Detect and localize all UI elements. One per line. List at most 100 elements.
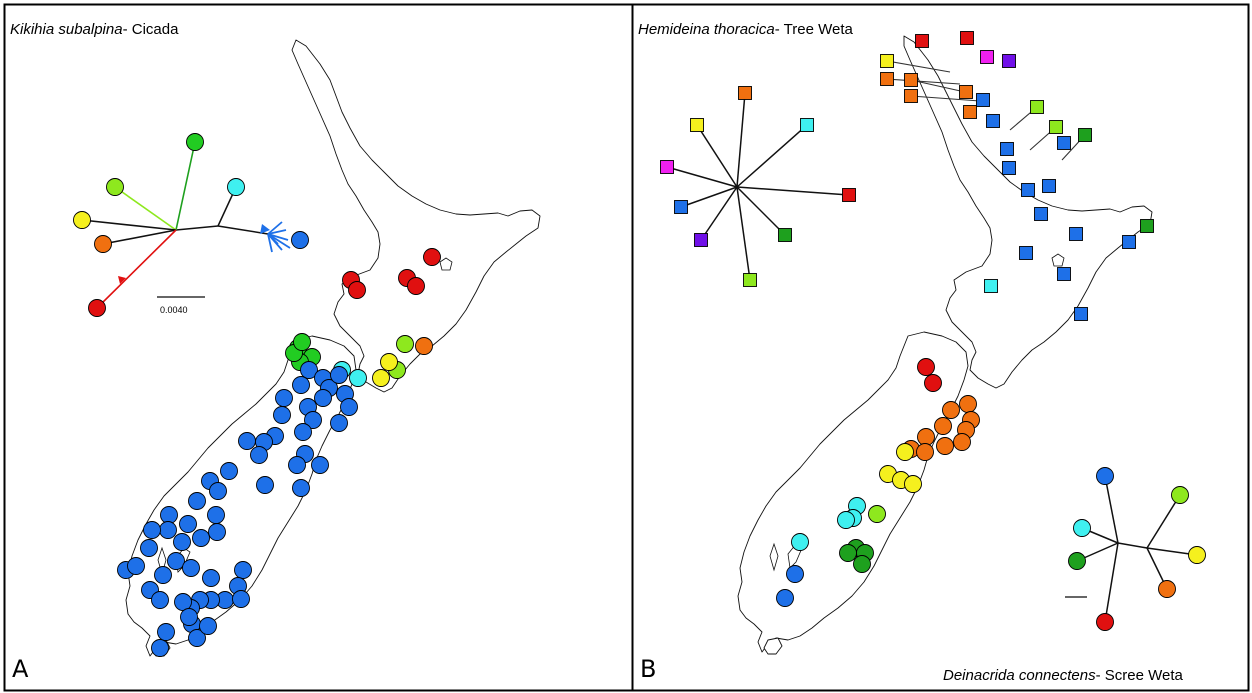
blue-square-marker	[1122, 235, 1136, 249]
green-square-marker	[1140, 219, 1154, 233]
yellow-circle-marker	[896, 443, 914, 461]
tree-b-north-tip-green	[778, 228, 792, 242]
blue-circle-marker	[174, 593, 192, 611]
tree-a-blue-tip-6	[267, 233, 291, 249]
blue-circle-marker	[292, 376, 310, 394]
tree-a-branch-lime	[114, 186, 177, 231]
tree-b-south-tip-lime	[1171, 486, 1189, 504]
orange-circle-marker	[953, 433, 971, 451]
leader-line-3	[910, 95, 981, 102]
lake-taupo	[439, 257, 453, 271]
orange-circle-marker	[936, 437, 954, 455]
tree-b-north-branch-purple	[700, 186, 738, 241]
tree-b-north-branch-lime	[736, 186, 751, 281]
blue-circle-marker	[340, 398, 358, 416]
green-circle-marker	[853, 555, 871, 573]
scale-bar-label-a: 0.0040	[160, 305, 188, 315]
north-island-outline-b	[903, 35, 1153, 389]
blue-square-marker	[1042, 179, 1056, 193]
blue-circle-marker	[294, 423, 312, 441]
blue-square-marker	[1034, 207, 1048, 221]
blue-circle-marker	[238, 432, 256, 450]
tree-a-blue-tip-4	[267, 233, 273, 253]
cyan-square-marker	[984, 279, 998, 293]
blue-circle-marker	[304, 411, 322, 429]
tree-b-north-branch-magenta	[666, 166, 738, 188]
blue-square-marker	[1057, 136, 1071, 150]
blue-circle-marker	[143, 521, 161, 539]
tree-a-tip-cyan	[227, 178, 245, 196]
blue-circle-marker	[330, 414, 348, 432]
tree-a-blue-tip-0	[267, 221, 283, 235]
lime-circle-marker	[868, 505, 886, 523]
tree-a-blue-tip-1	[267, 229, 287, 235]
tree-b-south-branch-blue	[1104, 475, 1119, 544]
blue-circle-marker	[151, 591, 169, 609]
blue-circle-marker	[273, 406, 291, 424]
tree-a-tip-blue	[291, 231, 309, 249]
tree-b-south-internal	[1117, 542, 1148, 549]
blue-circle-marker	[275, 389, 293, 407]
blue-circle-marker	[167, 552, 185, 570]
lime-square-marker	[1049, 120, 1063, 134]
tree-b-north-tip-cyan	[800, 118, 814, 132]
leader-line-0	[886, 60, 951, 73]
blue-square-marker	[1002, 161, 1016, 175]
tree-b-south-tip-cyan	[1073, 519, 1091, 537]
panel-label-a: A	[12, 655, 29, 683]
red-square-marker	[960, 31, 974, 45]
blue-circle-marker	[208, 523, 226, 541]
cyan-circle-marker	[837, 511, 855, 529]
tree-a-tip-orange	[94, 235, 112, 253]
orange-square-marker	[959, 85, 973, 99]
blue-circle-marker	[292, 479, 310, 497]
panel-b-common-name: - Tree Weta	[774, 21, 853, 38]
tree-a-blue-arrow	[260, 224, 270, 234]
tree-branches	[81, 92, 1198, 623]
stewart-island-outline-b	[763, 637, 783, 655]
tree-a-tip-lime	[106, 178, 124, 196]
tree-b-south-tip-red	[1096, 613, 1114, 631]
blue-circle-marker	[159, 521, 177, 539]
sample-markers	[73, 31, 1206, 657]
yellow-circle-marker	[380, 353, 398, 371]
blue-circle-marker	[188, 492, 206, 510]
panel-a-species: Kikihia subalpina	[10, 21, 123, 38]
blue-circle-marker	[157, 623, 175, 641]
blue-square-marker	[1019, 246, 1033, 260]
blue-circle-marker	[192, 529, 210, 547]
tree-a-branch-red	[96, 229, 177, 309]
panel-b-species: Hemideina thoracica	[638, 21, 775, 38]
red-square-marker	[915, 34, 929, 48]
blue-circle-marker	[182, 559, 200, 577]
red-circle-marker	[924, 374, 942, 392]
leader-line-1	[886, 78, 961, 85]
green-circle-marker	[839, 544, 857, 562]
blue-circle-marker	[256, 476, 274, 494]
blue-circle-marker	[776, 589, 794, 607]
blue-circle-marker	[179, 515, 197, 533]
tree-a-branch-blue	[217, 225, 269, 235]
orange-circle-marker	[959, 395, 977, 413]
tree-b-north-tip-purple	[694, 233, 708, 247]
tree-b-north-branch-cyan	[736, 124, 808, 188]
blue-square-marker	[1057, 267, 1071, 281]
tree-b-south-branch-red	[1104, 542, 1119, 623]
tree-b-north-branch-red	[736, 186, 850, 196]
orange-square-marker	[904, 73, 918, 87]
blue-circle-marker	[311, 456, 329, 474]
north-island-outline	[291, 39, 541, 393]
lake-te-anau-b	[769, 542, 779, 572]
blue-square-marker	[1021, 183, 1035, 197]
tree-b-north-tip-orange	[738, 86, 752, 100]
blue-circle-marker	[209, 482, 227, 500]
lime-circle-marker	[396, 335, 414, 353]
tree-b-south-tip-yellow	[1188, 546, 1206, 564]
orange-square-marker	[880, 72, 894, 86]
tree-a-tip-yellow	[73, 211, 91, 229]
blue-circle-marker	[151, 639, 169, 657]
blue-circle-marker	[207, 506, 225, 524]
magenta-square-marker	[980, 50, 994, 64]
